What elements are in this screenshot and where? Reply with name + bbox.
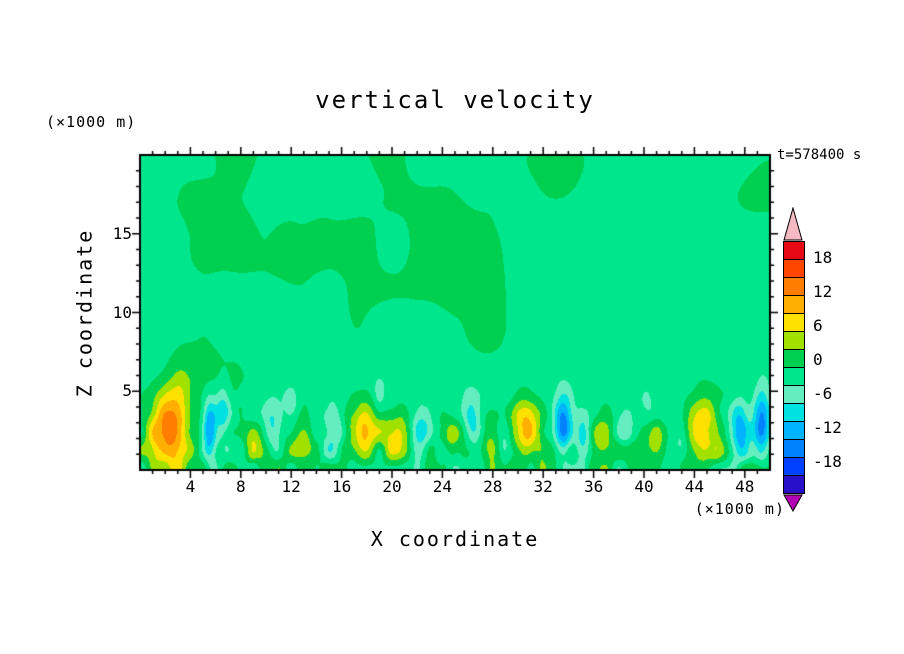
colorbar-tick-label: 6 <box>813 316 823 335</box>
colorbar-bands <box>783 241 805 494</box>
colorbar-band <box>784 386 804 404</box>
contour-plot-canvas <box>130 145 780 480</box>
colorbar-band <box>784 458 804 476</box>
colorbar-band <box>784 314 804 332</box>
plot-title: vertical velocity <box>315 86 595 114</box>
y-axis-unit: (×1000 m) <box>46 113 137 131</box>
x-tick-label: 8 <box>235 477 246 496</box>
colorbar-band <box>784 440 804 458</box>
y-tick-label: 10 <box>112 302 132 322</box>
colorbar-band <box>784 296 804 314</box>
x-tick-label: 24 <box>432 477 453 496</box>
x-tick-label: 32 <box>533 477 553 496</box>
colorbar-band <box>784 368 804 386</box>
colorbar-tick-label: -18 <box>813 452 842 471</box>
x-tick-label: 12 <box>281 477 301 496</box>
colorbar-tick-label: -12 <box>813 418 842 437</box>
colorbar-band <box>784 476 804 493</box>
colorbar-band <box>784 332 804 350</box>
colorbar-band <box>784 260 804 278</box>
x-tick-label: 4 <box>185 477 196 496</box>
colorbar-band <box>784 404 804 422</box>
colorbar-band <box>784 350 804 368</box>
x-tick-label: 40 <box>634 477 654 496</box>
colorbar-band <box>784 242 804 260</box>
colorbar-under-arrow <box>783 494 803 512</box>
colorbar-tick-label: 18 <box>813 248 833 267</box>
y-tick-label: 5 <box>122 381 132 401</box>
colorbar-tick-label: 12 <box>813 282 833 301</box>
colorbar <box>783 207 805 512</box>
x-axis-unit: (×1000 m) <box>694 500 785 518</box>
colorbar-tick-label: -6 <box>813 384 833 403</box>
y-tick-label: 15 <box>112 223 132 243</box>
colorbar-over-arrow <box>783 207 803 241</box>
time-label: t=578400 s <box>777 147 862 163</box>
colorbar-band <box>784 422 804 440</box>
x-tick-label: 28 <box>483 477 503 496</box>
x-tick-label: 48 <box>735 477 755 496</box>
colorbar-band <box>784 278 804 296</box>
x-tick-label: 20 <box>382 477 402 496</box>
x-tick-label: 44 <box>684 477 705 496</box>
x-axis-title: X coordinate <box>370 527 540 551</box>
x-tick-label: 36 <box>583 477 604 496</box>
x-tick-label: 16 <box>331 477 352 496</box>
colorbar-tick-label: 0 <box>813 350 823 369</box>
